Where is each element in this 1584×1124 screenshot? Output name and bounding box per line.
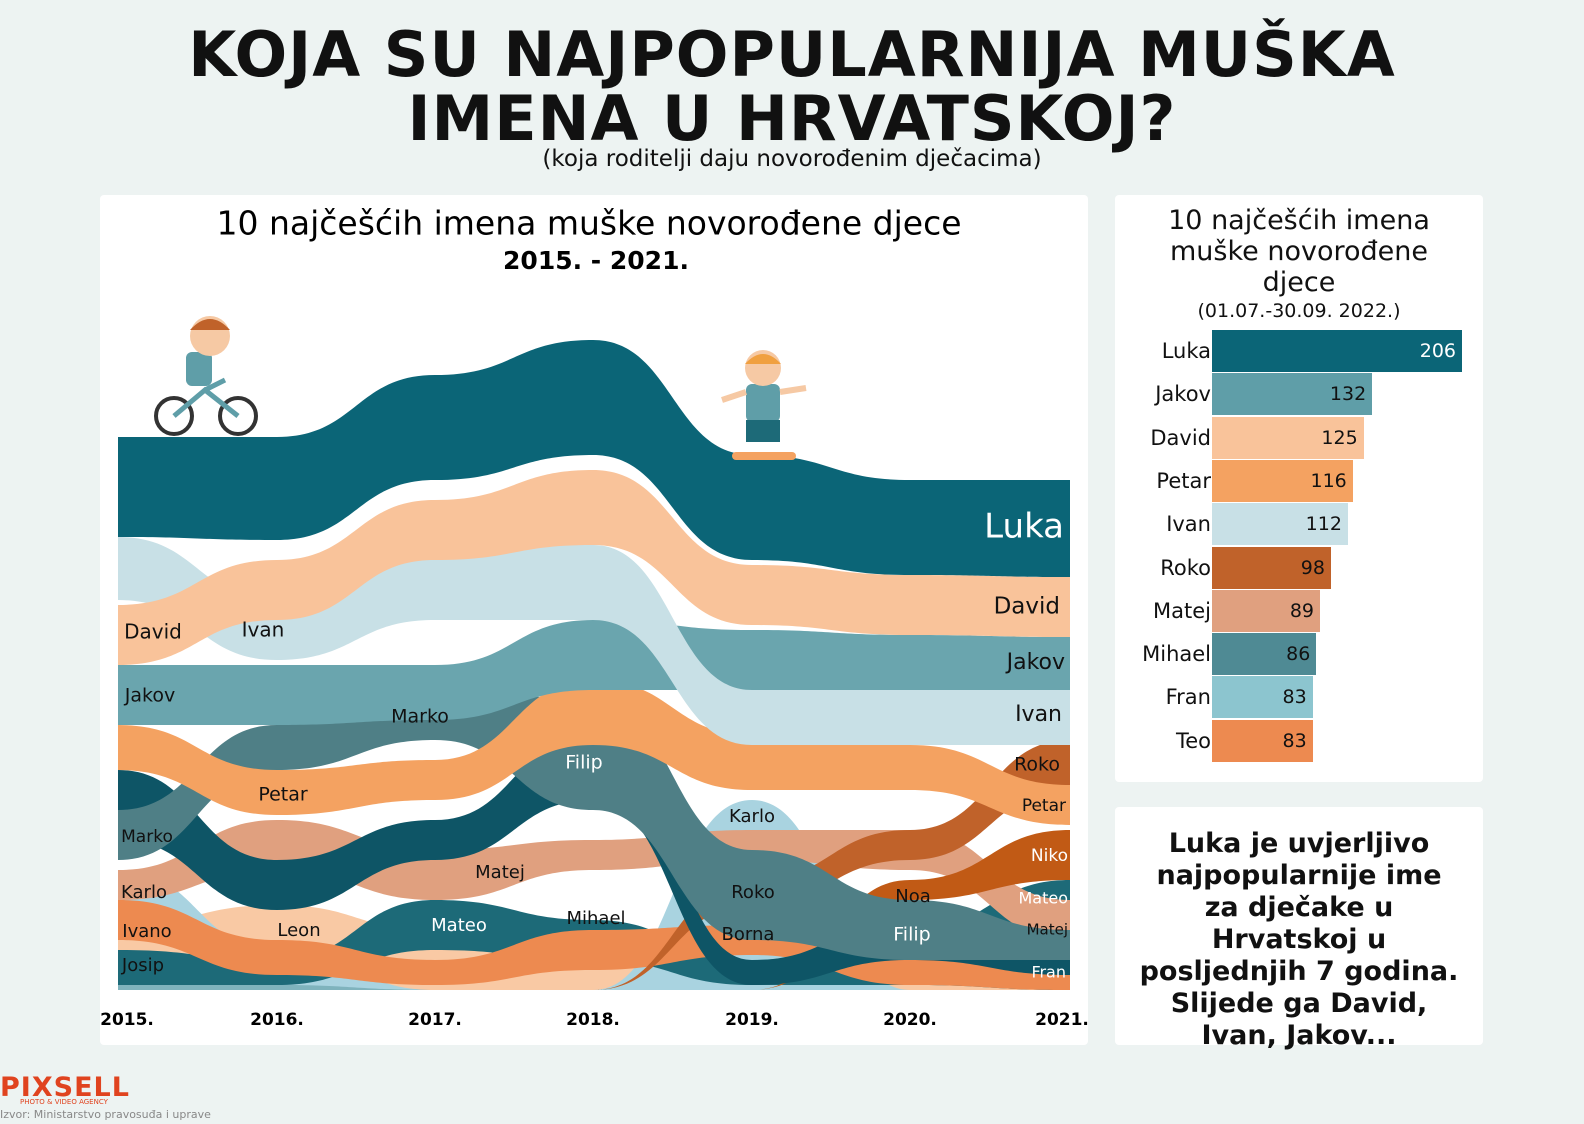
stream-label: Niko: [1031, 846, 1068, 866]
stream-label: Leon: [277, 920, 320, 941]
bar-value: 206: [1419, 340, 1456, 362]
bar: 132: [1212, 373, 1373, 416]
stream-label: Ivano: [122, 921, 171, 942]
stream-label: Ivan: [1015, 702, 1062, 727]
bar-row: Teo 83: [1115, 719, 1483, 762]
year-label: 2019.: [725, 1010, 779, 1030]
year-label: 2016.: [250, 1010, 304, 1030]
bar-label: Petar: [1156, 468, 1211, 493]
bar-row: Jakov 132: [1115, 373, 1483, 416]
stream-label: Noa: [895, 886, 931, 907]
bar: 112: [1212, 503, 1348, 546]
note: Luka je uvjerljivo najpopularnije ime za…: [1139, 828, 1459, 1051]
bar-value: 125: [1321, 426, 1358, 449]
ribbon: [118, 620, 1070, 725]
bar-label: Mihael: [1142, 642, 1211, 667]
stream-label: David: [124, 620, 182, 644]
bar-label: David: [1150, 425, 1211, 450]
bar-label: Ivan: [1166, 512, 1211, 537]
bar-value: 98: [1300, 556, 1325, 579]
stream-subtitle: 2015. - 2021.: [503, 246, 689, 275]
bar-row: Ivan 112: [1115, 503, 1483, 546]
bar: 86: [1212, 633, 1317, 676]
note-panel: [1115, 807, 1483, 1045]
bar-value: 116: [1310, 469, 1347, 492]
stream-label: Jakov: [124, 685, 175, 707]
stream-label: Fran: [1031, 963, 1066, 982]
year-label: 2018.: [566, 1010, 620, 1030]
stream-label: Roko: [731, 882, 775, 903]
bar-label: Fran: [1165, 685, 1211, 710]
stream-label: Ivan: [242, 618, 285, 642]
bar-label: Teo: [1175, 728, 1211, 753]
stream-title: 10 najčešćih imena muške novorođene djec…: [216, 204, 961, 243]
stream-label: David: [994, 594, 1060, 620]
year-label: 2017.: [408, 1010, 462, 1030]
bar-value: 112: [1305, 513, 1342, 536]
ribbon: [118, 340, 1070, 577]
stream-label: Mihael: [566, 908, 625, 929]
stream-label: Luka: [984, 507, 1064, 547]
bar-row: Matej 89: [1115, 589, 1483, 632]
bar-row: Luka 206: [1115, 330, 1483, 372]
bar-row: Roko 98: [1115, 546, 1483, 589]
bar: 206: [1212, 330, 1462, 372]
year-label: 2021.: [1035, 1010, 1089, 1030]
stream-label: Filip: [893, 924, 930, 946]
skater-kid: [721, 350, 807, 460]
bar-label: Jakov: [1155, 382, 1211, 407]
bar: 116: [1212, 459, 1353, 502]
ribbons: [118, 340, 1070, 990]
stream-label: Karlo: [121, 882, 167, 903]
stream-label: Filip: [565, 752, 602, 774]
stream-label: Marko: [121, 827, 173, 847]
stream-label: Petar: [1022, 796, 1066, 816]
stream-label: Mateo: [431, 915, 487, 936]
ribbon: [118, 680, 1070, 825]
bar-value: 83: [1282, 686, 1307, 709]
stream-label: Jakov: [1005, 650, 1065, 675]
bar-value: 86: [1286, 643, 1311, 666]
bar-row: Mihael 86: [1115, 633, 1483, 676]
bike-kid: [154, 316, 258, 436]
stream-label: Matej: [475, 862, 525, 883]
logo: PIXSELL: [0, 1072, 130, 1103]
bar: 83: [1212, 719, 1313, 762]
stream-label: Karlo: [729, 806, 775, 827]
bar-value: 132: [1329, 383, 1367, 406]
bar-title: 10 najčešćih imena muške novorođene djec…: [1168, 205, 1430, 298]
bar: 98: [1212, 546, 1331, 589]
bar-value: 83: [1282, 729, 1307, 752]
source: Izvor: Ministarstvo pravosuđa i uprave: [0, 1108, 211, 1121]
bar-label: Roko: [1160, 555, 1211, 580]
bar-row: Petar 116: [1115, 459, 1483, 502]
bar-row: David 125: [1115, 416, 1483, 459]
ribbon: [118, 470, 1070, 665]
year-label: 2020.: [883, 1010, 937, 1030]
bar-label: Matej: [1153, 598, 1211, 623]
stream-label: Mateo: [1018, 889, 1068, 908]
stream-label: Roko: [1014, 754, 1060, 776]
subtitle: (koja roditelji daju novorođenim dječaci…: [542, 146, 1042, 172]
bar: 83: [1212, 676, 1313, 719]
ribbon: [118, 685, 1070, 960]
stream-label: Borna: [722, 924, 775, 945]
stream-labels: Luka David Jakov Ivan Roko Petar Niko Mateo Mate…: [121, 507, 1068, 982]
bar-subtitle: (01.07.-30.09. 2022.): [1197, 300, 1401, 322]
title: KOJA SU NAJPOPULARNIJA MUŠKA: [188, 18, 1396, 91]
stream-label: Petar: [258, 784, 308, 806]
title: IMENA U HRVATSKOJ?: [407, 82, 1177, 155]
bar: 125: [1212, 416, 1364, 459]
year-label: 2015.: [100, 1010, 154, 1030]
stream-label: Josip: [121, 955, 164, 976]
tagline: PHOTO & VIDEO AGENCY: [20, 1098, 108, 1106]
stream-label: Matej: [1027, 921, 1068, 939]
bar-label: Luka: [1161, 339, 1211, 363]
bar-value: 89: [1289, 599, 1314, 622]
stream-label: Marko: [391, 706, 449, 728]
bar: 89: [1212, 589, 1320, 632]
bar-row: Fran 83: [1115, 676, 1483, 719]
